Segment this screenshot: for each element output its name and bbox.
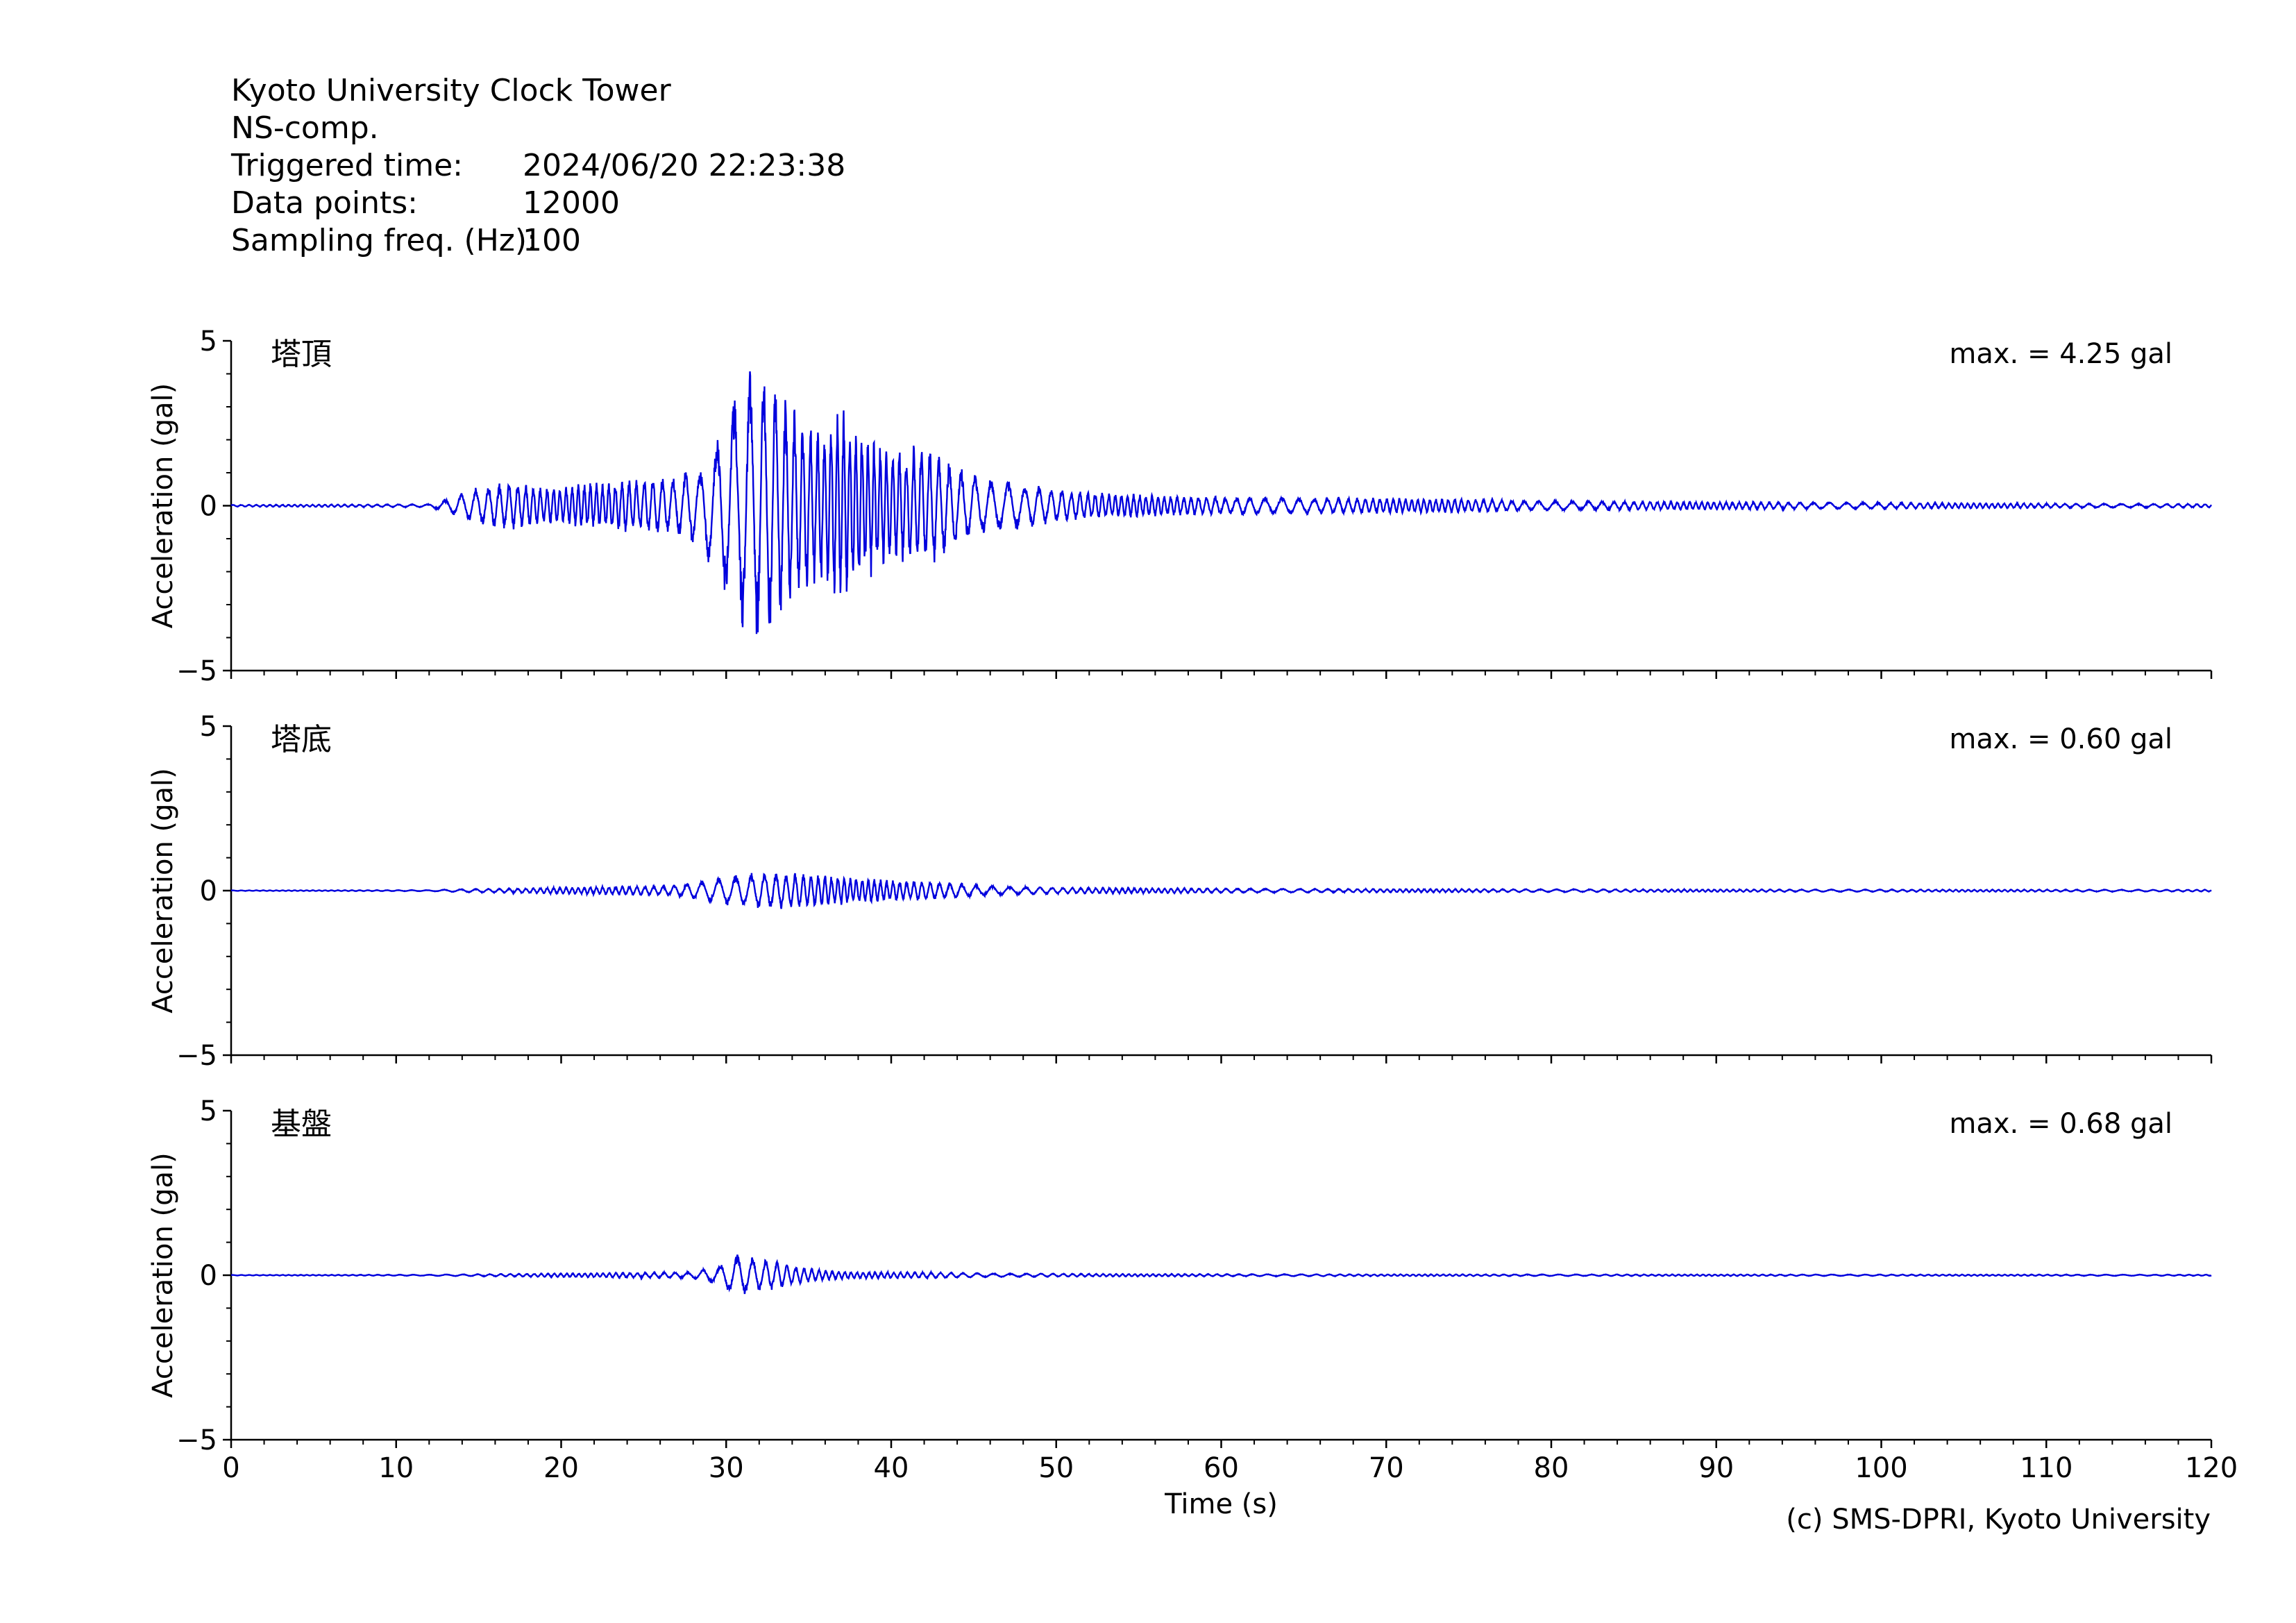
panel-3 — [223, 1109, 2213, 1448]
x-tick-label: 110 — [2020, 1452, 2073, 1484]
x-tick-label: 70 — [1369, 1452, 1404, 1484]
x-tick-label: 10 — [378, 1452, 414, 1484]
panel-label: 基盤 — [271, 1107, 332, 1142]
sampling-freq-row: Sampling freq. (Hz):100 — [231, 222, 845, 260]
component-name: NS-comp. — [231, 110, 379, 146]
x-tick-label: 100 — [1855, 1452, 1907, 1484]
max-label: max. = 0.60 gal — [1949, 723, 2172, 755]
panel-label: 塔底 — [271, 722, 332, 757]
panel-label: 塔頂 — [271, 337, 332, 372]
y-tick-label: −5 — [176, 655, 217, 687]
y-tick-label: −5 — [176, 1040, 217, 1072]
data-points-value: 12000 — [523, 185, 620, 221]
y-axis-label: Acceleration (gal) — [147, 768, 179, 1014]
x-tick-label: 90 — [1698, 1452, 1734, 1484]
x-tick-label: 120 — [2185, 1452, 2238, 1484]
y-tick-label: 0 — [200, 491, 217, 523]
chart-header: Kyoto University Clock Tower NS-comp. Tr… — [231, 72, 845, 260]
x-tick-label: 80 — [1534, 1452, 1569, 1484]
x-tick-label: 40 — [874, 1452, 909, 1484]
sampling-freq-value: 100 — [523, 223, 581, 258]
y-axis-label: Acceleration (gal) — [147, 1152, 179, 1398]
x-axis-label: Time (s) — [1164, 1488, 1278, 1520]
y-tick-label: 5 — [200, 711, 217, 743]
y-tick-label: −5 — [176, 1424, 217, 1456]
data-points-row: Data points: 12000 — [231, 185, 845, 222]
y-tick-label: 0 — [200, 875, 217, 907]
x-tick-label: 30 — [709, 1452, 744, 1484]
y-tick-label: 0 — [200, 1260, 217, 1292]
x-tick-label: 50 — [1038, 1452, 1074, 1484]
waveform-trace — [230, 371, 2213, 634]
waveform-trace — [230, 872, 2212, 909]
panel-1 — [223, 339, 2213, 679]
panel-2 — [223, 725, 2213, 1063]
max-label: max. = 0.68 gal — [1949, 1108, 2172, 1140]
y-axis-label: Acceleration (gal) — [147, 383, 179, 629]
max-label: max. = 4.25 gal — [1949, 338, 2172, 370]
x-tick-label: 20 — [543, 1452, 579, 1484]
y-tick-label: 5 — [200, 326, 217, 358]
x-tick-label: 60 — [1204, 1452, 1239, 1484]
x-tick-label: 0 — [222, 1452, 239, 1484]
trigger-time-value: 2024/06/20 22:23:38 — [523, 148, 846, 183]
data-points-label: Data points: — [231, 185, 419, 221]
y-tick-label: 5 — [200, 1095, 217, 1127]
trigger-time-label: Triggered time: — [231, 148, 463, 183]
trigger-time-row: Triggered time: 2024/06/20 22:23:38 — [231, 147, 845, 185]
copyright-notice: (c) SMS-DPRI, Kyoto University — [1786, 1504, 2211, 1536]
station-name: Kyoto University Clock Tower — [231, 73, 671, 108]
waveform-trace — [230, 1254, 2212, 1295]
